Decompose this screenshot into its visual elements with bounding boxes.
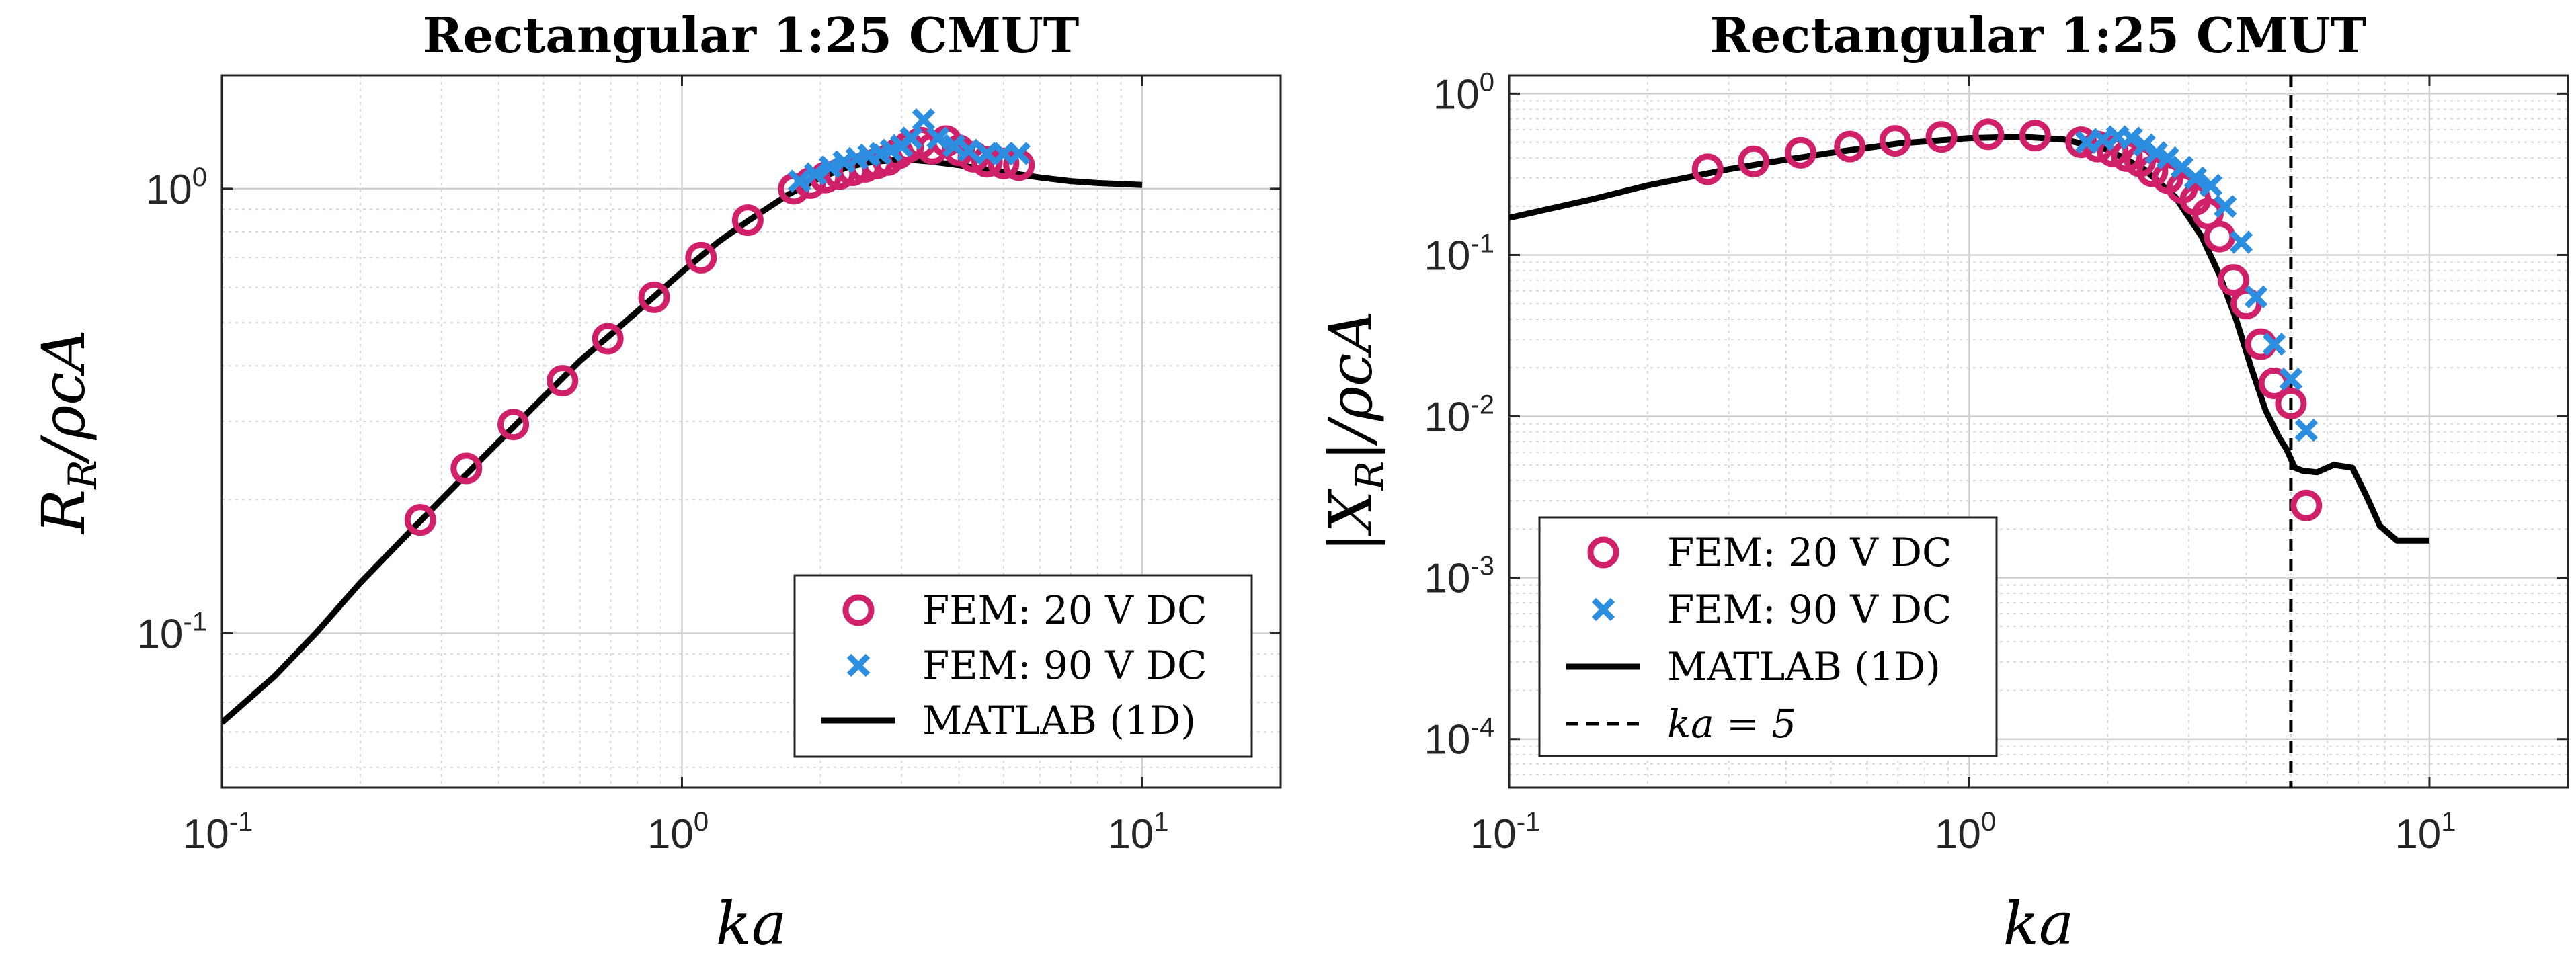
x-tick-label: 10-1	[1470, 807, 1541, 857]
point-fem90	[2279, 368, 2303, 391]
axes-box	[220, 74, 1282, 789]
y-axis-label: RR/ρcA	[29, 329, 106, 535]
point-fem90	[2214, 194, 2237, 218]
legend: FEM: 20 V DC FEM: 90 V DC MATLAB (1D) ka = …	[1538, 516, 1998, 757]
point-fem20	[497, 409, 530, 441]
legend-marker-fem90	[1591, 597, 1615, 622]
legend-label-fem90: FEM: 90 V DC	[922, 642, 1207, 688]
point-fem90	[899, 126, 923, 150]
point-fem90	[957, 138, 981, 162]
point-fem20	[404, 504, 436, 536]
point-fem90	[942, 134, 966, 157]
point-fem20	[1834, 130, 1866, 163]
x-tick-label: 10-1	[183, 807, 253, 857]
point-fem20	[2275, 388, 2307, 420]
chart-1: 10-1 100 101 10-1 100 Rectangular 1:25 CMUT ka…	[29, 7, 1282, 958]
y-axis-label: |XR|/ρcA	[1316, 310, 1393, 552]
legend-label-matlab: MATLAB (1D)	[922, 698, 1196, 743]
point-fem90	[926, 126, 950, 150]
chart-title: Rectangular 1:25 CMUT	[1710, 7, 2367, 64]
legend-label-vline: ka = 5	[1667, 701, 1796, 747]
x-tick-label: 100	[647, 807, 709, 857]
point-fem90	[2262, 333, 2286, 356]
point-fem90	[2244, 285, 2268, 308]
point-fem20	[1972, 118, 2005, 151]
point-fem20	[450, 452, 483, 485]
y-tick-label: 10-3	[1424, 552, 1494, 602]
series-line-matlab	[1509, 134, 2429, 544]
legend-marker-fem20	[842, 594, 875, 626]
point-fem90	[2156, 146, 2179, 170]
point-fem90	[2183, 166, 2207, 190]
series-fem90	[2075, 125, 2318, 442]
point-fem20	[638, 281, 670, 313]
point-fem90	[2294, 419, 2318, 442]
series-fem90	[788, 108, 1031, 193]
x-axis-label: ka	[2003, 889, 2075, 958]
y-tick-label: 10-1	[136, 607, 207, 658]
point-fem20	[1691, 153, 1724, 185]
point-fem90	[2199, 173, 2223, 198]
axes-box	[1508, 74, 2569, 789]
x-tick-label: 101	[2394, 807, 2456, 857]
x-tick-label: 101	[1107, 807, 1168, 857]
point-fem90	[1007, 142, 1031, 165]
y-tick-label: 100	[146, 163, 207, 213]
x-axis-label: ka	[716, 889, 787, 958]
legend-marker-fem90	[846, 653, 871, 677]
point-fem20	[731, 204, 764, 237]
point-fem90	[2120, 126, 2143, 150]
y-tick-label: 100	[1433, 67, 1494, 118]
legend-label-fem20: FEM: 20 V DC	[922, 587, 1207, 633]
point-fem90	[912, 108, 936, 132]
series-fem20	[1691, 118, 2323, 521]
series-line-matlab	[222, 157, 1143, 725]
point-fem20	[1785, 136, 1817, 169]
point-fem20	[1738, 145, 1770, 177]
legend-label-fem90: FEM: 90 V DC	[1667, 587, 1951, 632]
chart-title: Rectangular 1:25 CMUT	[423, 7, 1080, 64]
y-tick-label: 10-1	[1424, 228, 1494, 279]
y-tick-label: 10-4	[1424, 713, 1494, 763]
point-fem20	[971, 146, 1003, 178]
point-fem20	[1925, 121, 1958, 153]
point-fem20	[2019, 120, 2051, 152]
legend-label-matlab: MATLAB (1D)	[1667, 644, 1941, 689]
point-fem20	[2245, 328, 2277, 360]
point-fem20	[2217, 264, 2249, 296]
point-fem90	[818, 155, 842, 179]
point-fem90	[2132, 133, 2156, 157]
y-tick-label: 10-2	[1424, 390, 1494, 441]
x-tick-label: 100	[1935, 807, 1996, 857]
point-fem90	[803, 162, 828, 185]
plot-area	[1509, 75, 2429, 788]
point-fem20	[547, 365, 579, 397]
point-fem20	[2204, 220, 2236, 253]
legend-label-fem20: FEM: 20 V DC	[1667, 530, 1951, 575]
chart-2: 10-1 100 101 10-4 10-3 10-2 10-1 100 Rectangular…	[1316, 7, 2569, 958]
point-fem20	[1879, 125, 1911, 157]
plot-area	[222, 108, 1143, 725]
legend: FEM: 20 V DC FEM: 90 V DC MATLAB (1D)	[793, 574, 1253, 758]
point-fem20	[592, 323, 624, 355]
point-fem20	[2290, 489, 2323, 521]
point-fem90	[2229, 230, 2253, 254]
point-fem20	[685, 241, 717, 274]
point-fem20	[2065, 126, 2097, 159]
legend-marker-fem20	[1587, 536, 1619, 569]
point-fem90	[788, 169, 811, 193]
